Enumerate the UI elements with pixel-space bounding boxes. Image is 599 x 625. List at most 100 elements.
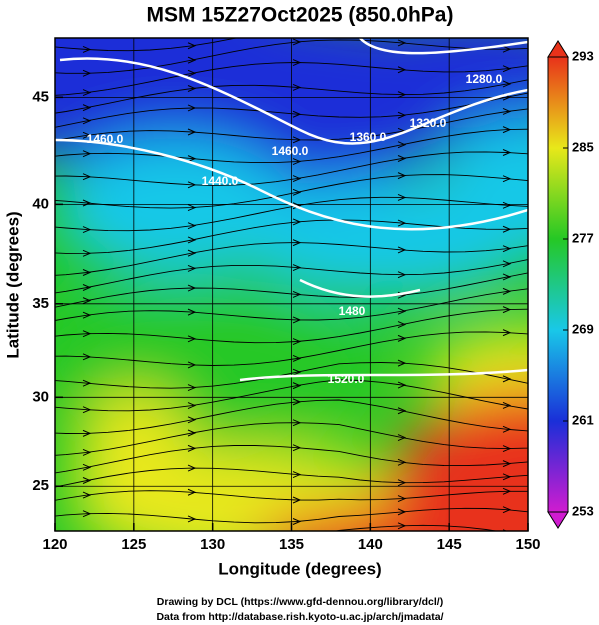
streamline-arrow bbox=[187, 402, 197, 410]
x-tick-label: 145 bbox=[437, 536, 462, 553]
field-blob bbox=[267, 508, 503, 531]
streamline bbox=[55, 490, 528, 501]
streamline-arrow bbox=[82, 45, 92, 53]
streamline-arrow bbox=[397, 271, 407, 279]
streamline bbox=[55, 288, 528, 321]
streamline-arrow bbox=[292, 59, 302, 67]
x-tick-label: 140 bbox=[358, 536, 383, 553]
streamline-arrow bbox=[292, 264, 302, 272]
streamline-arrow bbox=[397, 66, 407, 74]
streamline-arrow bbox=[397, 141, 407, 149]
contour-label: 1440.0 bbox=[202, 174, 239, 188]
streamline-arrow bbox=[397, 155, 407, 162]
streamline bbox=[333, 524, 499, 531]
streamline-arrow bbox=[187, 515, 197, 523]
streamline-arrow bbox=[502, 375, 512, 383]
contour-label: 1520.0 bbox=[328, 372, 365, 386]
streamline-arrow bbox=[187, 264, 197, 272]
field-blob bbox=[385, 388, 528, 531]
streamline bbox=[55, 467, 528, 488]
streamline-arrow bbox=[187, 222, 197, 230]
streamline-arrow bbox=[397, 458, 407, 466]
streamline-arrow bbox=[187, 181, 197, 189]
x-tick-label: 130 bbox=[200, 536, 225, 553]
contour bbox=[359, 38, 528, 55]
streamline-arrow bbox=[82, 69, 92, 77]
streamline-arrow bbox=[187, 236, 197, 244]
streamline-arrow bbox=[82, 406, 92, 414]
y-tick-label: 40 bbox=[32, 195, 49, 212]
streamline bbox=[55, 79, 528, 114]
streamline-arrow bbox=[502, 401, 512, 409]
streamline-arrow bbox=[82, 199, 92, 207]
colorbar-extend bbox=[547, 511, 569, 529]
streamline bbox=[55, 38, 239, 52]
streamline-arrow bbox=[397, 111, 407, 119]
streamline-arrow bbox=[502, 45, 512, 53]
streamline-arrow bbox=[187, 155, 197, 163]
colorbar bbox=[547, 56, 569, 513]
streamline-arrow bbox=[82, 477, 92, 484]
streamline-arrow bbox=[292, 290, 302, 298]
streamline-arrow bbox=[187, 488, 197, 496]
chart-title: MSM 15Z27Oct2025 (850.0hPa) bbox=[147, 4, 454, 27]
x-tick-label: 125 bbox=[121, 536, 146, 553]
streamline bbox=[55, 242, 528, 276]
x-tick-label: 150 bbox=[515, 536, 540, 553]
streamline-arrow bbox=[82, 89, 92, 97]
streamline-arrow bbox=[292, 398, 302, 406]
streamline-arrow bbox=[187, 284, 197, 292]
contour-label: 1460.0 bbox=[87, 132, 124, 146]
contour-label: 1360.0 bbox=[350, 130, 387, 144]
streamline bbox=[55, 331, 528, 366]
streamline-arrow bbox=[502, 460, 512, 468]
streamline-arrow bbox=[502, 287, 512, 295]
streamline-arrow bbox=[187, 204, 197, 212]
streamline-arrow bbox=[292, 496, 302, 504]
streamline-arrow bbox=[82, 311, 92, 319]
streamline bbox=[55, 39, 528, 74]
streamline-arrow bbox=[397, 321, 407, 329]
streamline-arrow bbox=[292, 355, 302, 362]
colorbar-extend bbox=[547, 40, 569, 58]
contour-label: 1320.0 bbox=[410, 116, 447, 130]
streamline-arrow bbox=[292, 444, 302, 452]
streamline-arrow bbox=[82, 150, 92, 158]
colorbar-tick-label: 261 bbox=[572, 412, 594, 427]
streamline-arrow bbox=[187, 444, 197, 452]
colorbar-tick-label: 253 bbox=[572, 503, 594, 518]
streamline bbox=[55, 362, 528, 389]
streamline bbox=[55, 507, 528, 524]
colorbar-tick-label: 293 bbox=[572, 48, 594, 63]
credit: Drawing by DCL (https://www.gfd-dennou.o… bbox=[157, 596, 443, 608]
streamline-arrow bbox=[187, 384, 197, 392]
streamline-arrow bbox=[397, 334, 407, 342]
streamline bbox=[55, 108, 528, 142]
streamline-arrow bbox=[292, 338, 302, 345]
overlay: 1460.0 1460.0 1440.0 1360.0 1320.0 1280.0 1480… bbox=[55, 38, 528, 531]
streamline-arrow bbox=[397, 91, 407, 99]
streamline-arrow bbox=[292, 188, 302, 196]
streamline-arrow bbox=[502, 260, 512, 268]
streamline-arrow bbox=[292, 518, 302, 525]
streamline-arrow bbox=[502, 506, 512, 514]
streamline-arrow bbox=[292, 419, 302, 427]
streamline-arrow bbox=[187, 335, 197, 343]
streamline-arrow bbox=[187, 69, 197, 77]
streamline bbox=[55, 272, 528, 308]
streamline-arrow bbox=[187, 464, 197, 472]
streamline-arrow bbox=[502, 225, 512, 233]
streamline-arrow bbox=[292, 218, 302, 226]
y-tick-label: 25 bbox=[32, 477, 49, 494]
streamline-arrow bbox=[187, 429, 197, 437]
streamline-arrow bbox=[82, 379, 92, 387]
streamline bbox=[55, 174, 528, 209]
streamline bbox=[55, 128, 528, 164]
contour bbox=[239, 368, 528, 382]
colorbar-tick-label: 269 bbox=[572, 321, 594, 336]
streamline-arrow bbox=[82, 284, 92, 291]
streamline-arrow bbox=[397, 172, 407, 180]
streamline-arrow bbox=[292, 110, 302, 118]
streamline-arrow bbox=[502, 329, 512, 337]
streamline-arrow bbox=[502, 175, 512, 183]
